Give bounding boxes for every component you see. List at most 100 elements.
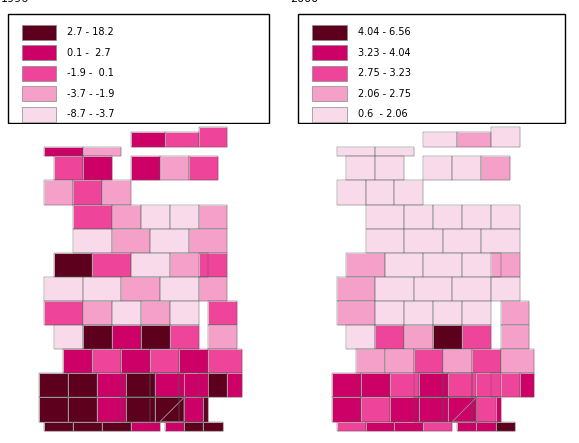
Polygon shape — [452, 397, 477, 422]
Text: -3.7 - -1.9: -3.7 - -1.9 — [67, 89, 115, 99]
Text: 2.75 - 3.23: 2.75 - 3.23 — [358, 68, 411, 78]
Polygon shape — [170, 253, 208, 277]
Polygon shape — [443, 229, 481, 253]
Polygon shape — [131, 132, 165, 147]
Polygon shape — [73, 229, 112, 253]
Polygon shape — [385, 349, 414, 373]
Polygon shape — [390, 397, 419, 422]
Polygon shape — [155, 373, 184, 397]
Polygon shape — [448, 373, 477, 397]
Polygon shape — [404, 325, 433, 349]
Bar — [312, 66, 347, 81]
Polygon shape — [68, 373, 97, 397]
Polygon shape — [208, 325, 237, 349]
Polygon shape — [419, 397, 448, 422]
Polygon shape — [390, 373, 419, 397]
Bar — [22, 46, 56, 60]
Bar — [22, 86, 56, 101]
Polygon shape — [44, 301, 83, 325]
Polygon shape — [228, 373, 242, 397]
Polygon shape — [112, 301, 141, 325]
Polygon shape — [452, 156, 481, 180]
Polygon shape — [433, 205, 462, 229]
Polygon shape — [462, 325, 491, 349]
Polygon shape — [165, 422, 184, 431]
Polygon shape — [83, 277, 122, 301]
Polygon shape — [443, 373, 472, 397]
Polygon shape — [433, 301, 462, 325]
Polygon shape — [414, 349, 443, 373]
Polygon shape — [189, 156, 218, 180]
Polygon shape — [365, 205, 404, 229]
Polygon shape — [179, 373, 208, 397]
Polygon shape — [199, 205, 228, 229]
Polygon shape — [44, 180, 73, 205]
Polygon shape — [126, 397, 155, 422]
Polygon shape — [496, 422, 515, 431]
Polygon shape — [452, 277, 491, 301]
Polygon shape — [184, 397, 203, 422]
Polygon shape — [419, 373, 448, 397]
Polygon shape — [54, 253, 93, 277]
Polygon shape — [141, 205, 170, 229]
Polygon shape — [404, 301, 433, 325]
Text: 2.7 - 18.2: 2.7 - 18.2 — [67, 27, 114, 37]
Bar — [22, 25, 56, 40]
Polygon shape — [112, 229, 151, 253]
Polygon shape — [481, 156, 510, 180]
Polygon shape — [346, 253, 385, 277]
Polygon shape — [472, 397, 501, 422]
Polygon shape — [83, 301, 112, 325]
Polygon shape — [126, 373, 155, 397]
Polygon shape — [83, 156, 112, 180]
Polygon shape — [179, 349, 208, 373]
Polygon shape — [361, 373, 390, 397]
Polygon shape — [54, 325, 83, 349]
Polygon shape — [336, 180, 365, 205]
Polygon shape — [122, 277, 160, 301]
Polygon shape — [170, 301, 199, 325]
Polygon shape — [462, 253, 501, 277]
Polygon shape — [394, 422, 423, 431]
Polygon shape — [365, 422, 394, 431]
Polygon shape — [346, 325, 375, 349]
Polygon shape — [501, 325, 530, 349]
Polygon shape — [457, 422, 477, 431]
Text: 2.06 - 2.75: 2.06 - 2.75 — [358, 89, 411, 99]
Polygon shape — [491, 205, 520, 229]
Polygon shape — [457, 132, 491, 147]
Polygon shape — [93, 349, 122, 373]
Polygon shape — [155, 397, 184, 422]
Polygon shape — [151, 229, 189, 253]
Polygon shape — [443, 349, 472, 373]
Polygon shape — [160, 277, 199, 301]
Polygon shape — [102, 422, 131, 431]
Polygon shape — [93, 253, 131, 277]
Polygon shape — [73, 205, 112, 229]
Polygon shape — [414, 397, 443, 422]
Text: -1.9 -  0.1: -1.9 - 0.1 — [67, 68, 114, 78]
Bar — [22, 107, 56, 122]
Polygon shape — [54, 156, 83, 180]
Polygon shape — [102, 180, 131, 205]
Polygon shape — [64, 349, 93, 373]
Polygon shape — [375, 147, 414, 156]
Polygon shape — [73, 422, 102, 431]
FancyBboxPatch shape — [298, 15, 565, 123]
Polygon shape — [491, 277, 520, 301]
Polygon shape — [39, 373, 68, 397]
Polygon shape — [491, 128, 520, 147]
Bar — [312, 46, 347, 60]
Polygon shape — [73, 180, 102, 205]
Polygon shape — [160, 156, 189, 180]
Polygon shape — [365, 229, 404, 253]
Polygon shape — [336, 277, 375, 301]
Polygon shape — [97, 397, 126, 422]
Polygon shape — [208, 349, 242, 373]
Polygon shape — [189, 229, 228, 253]
Polygon shape — [97, 373, 126, 397]
FancyBboxPatch shape — [9, 15, 269, 123]
Polygon shape — [414, 277, 452, 301]
Polygon shape — [423, 132, 457, 147]
Text: 1996: 1996 — [1, 0, 29, 4]
